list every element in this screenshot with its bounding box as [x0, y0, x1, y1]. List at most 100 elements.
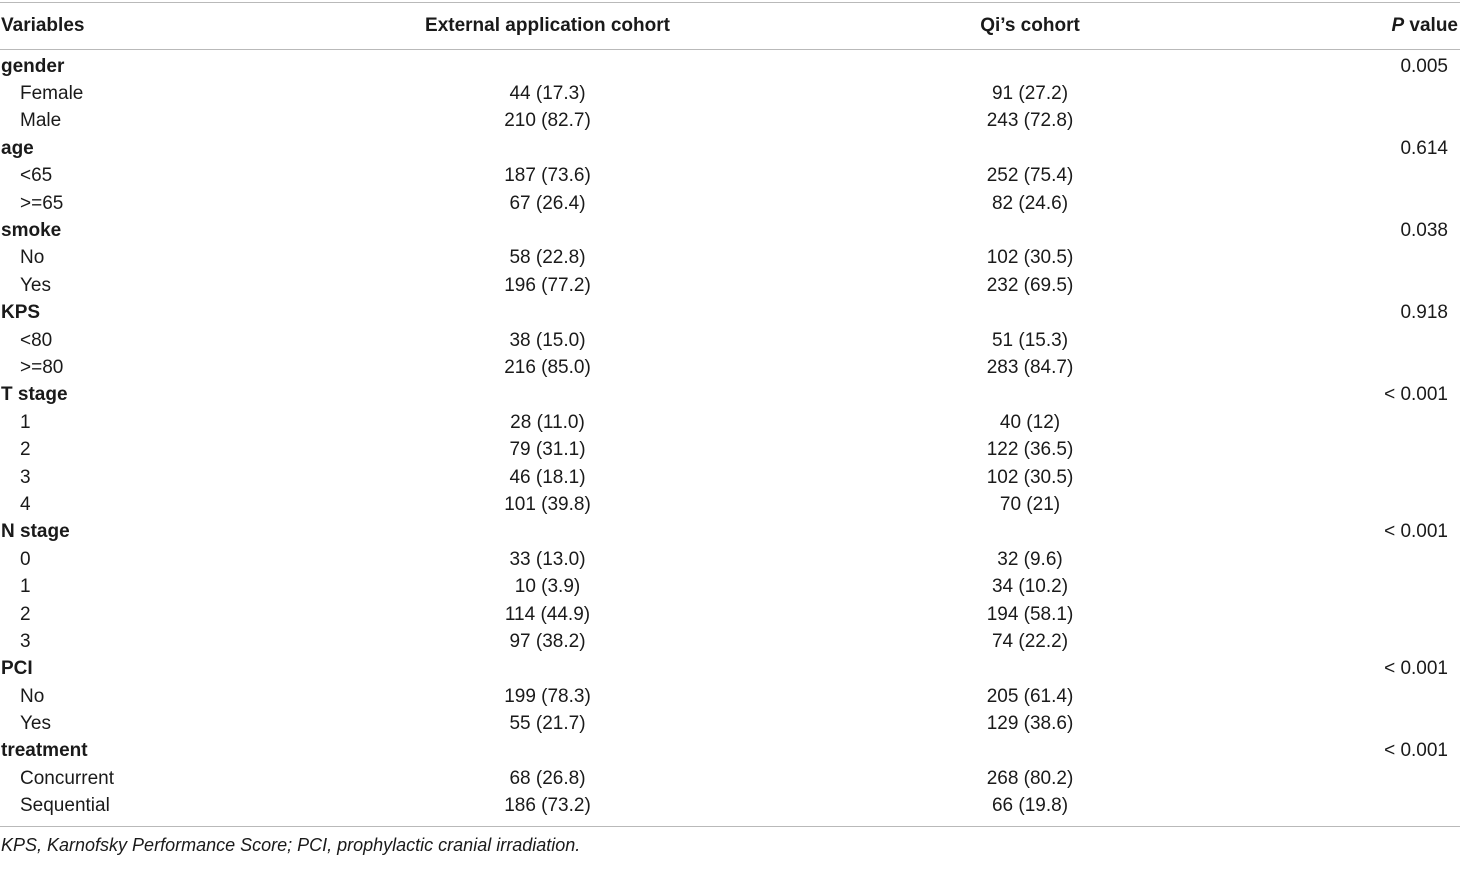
variable-level-label: Sequential	[20, 795, 110, 817]
table-header: Variables External application cohort Qi…	[0, 2, 1460, 50]
p-value	[1265, 683, 1460, 710]
p-value	[1265, 573, 1460, 600]
variable-group-label: smoke	[1, 220, 62, 242]
table-group-row: gender 0.005	[0, 50, 1460, 81]
external-cohort-value	[300, 135, 795, 162]
p-value	[1265, 163, 1460, 190]
external-cohort-value: 67 (26.4)	[509, 192, 586, 214]
variable-level-label: 3	[20, 466, 31, 488]
qi-cohort-value	[795, 300, 1265, 327]
qi-cohort-value: 268 (80.2)	[986, 767, 1074, 789]
p-value	[1265, 464, 1460, 491]
p-value	[1265, 80, 1460, 107]
qi-cohort-value	[795, 50, 1265, 81]
qi-cohort-value: 232 (69.5)	[986, 274, 1074, 296]
external-cohort-value: 28 (11.0)	[510, 411, 585, 433]
variable-group-label: N stage	[1, 521, 70, 543]
variable-level-label: Yes	[20, 274, 51, 296]
p-value	[1265, 765, 1460, 792]
p-value	[1265, 793, 1460, 827]
table-row: Female 44 (17.3) 91 (27.2)	[0, 80, 1460, 107]
table-row: Yes 55 (21.7) 129 (38.6)	[0, 710, 1460, 737]
p-value	[1265, 409, 1460, 436]
p-value	[1265, 436, 1460, 463]
header-p-suffix: value	[1404, 15, 1458, 36]
p-value	[1265, 354, 1460, 381]
qi-cohort-value: 102 (30.5)	[986, 247, 1074, 269]
qi-cohort-value: 34 (10.2)	[991, 576, 1069, 598]
external-cohort-value	[300, 50, 795, 81]
table-row: <65 187 (73.6) 252 (75.4)	[0, 163, 1460, 190]
qi-cohort-value: 51 (15.3)	[991, 329, 1069, 351]
variable-level-label: 1	[20, 576, 31, 598]
table-row: Sequential 186 (73.2) 66 (19.8)	[0, 793, 1460, 827]
p-value: < 0.001	[1384, 658, 1448, 680]
table-row: 1 10 (3.9) 34 (10.2)	[0, 573, 1460, 600]
table-group-row: age 0.614	[0, 135, 1460, 162]
qi-cohort-value: 74 (22.2)	[991, 630, 1069, 652]
qi-cohort-value: 82 (24.6)	[991, 192, 1069, 214]
comparison-table: Variables External application cohort Qi…	[0, 2, 1460, 827]
variable-level-label: 4	[20, 493, 31, 515]
external-cohort-value	[300, 300, 795, 327]
header-row: Variables External application cohort Qi…	[0, 2, 1460, 50]
table-row: Male 210 (82.7) 243 (72.8)	[0, 108, 1460, 135]
header-p-symbol: P	[1391, 15, 1405, 36]
table-row: 2 114 (44.9) 194 (58.1)	[0, 601, 1460, 628]
external-cohort-value: 44 (17.3)	[509, 83, 586, 105]
p-value	[1265, 491, 1460, 518]
variable-level-label: <80	[20, 329, 53, 351]
p-value	[1265, 245, 1460, 272]
p-value: < 0.001	[1384, 740, 1448, 762]
external-cohort-value	[300, 217, 795, 244]
qi-cohort-value: 283 (84.7)	[986, 356, 1074, 378]
external-cohort-value: 199 (78.3)	[504, 685, 591, 707]
p-value	[1265, 601, 1460, 628]
p-value	[1265, 190, 1460, 217]
table-row: <80 38 (15.0) 51 (15.3)	[0, 327, 1460, 354]
qi-cohort-value: 32 (9.6)	[997, 548, 1063, 570]
qi-cohort-value: 194 (58.1)	[986, 603, 1074, 625]
table-row: 1 28 (11.0) 40 (12)	[0, 409, 1460, 436]
qi-cohort-value: 70 (21)	[999, 493, 1061, 515]
table-row: Yes 196 (77.2) 232 (69.5)	[0, 272, 1460, 299]
variable-level-label: 2	[20, 439, 31, 461]
external-cohort-value	[300, 656, 795, 683]
variable-group-label: PCI	[1, 658, 33, 680]
p-value: 0.614	[1400, 137, 1448, 159]
variable-level-label: Concurrent	[20, 767, 114, 789]
table-row: 3 97 (38.2) 74 (22.2)	[0, 628, 1460, 655]
table-group-row: T stage < 0.001	[0, 382, 1460, 409]
variable-level-label: 0	[20, 548, 31, 570]
header-p-value: P value	[1265, 3, 1460, 50]
variable-group-label: T stage	[1, 384, 68, 406]
p-value	[1265, 546, 1460, 573]
table-group-row: treatment < 0.001	[0, 738, 1460, 765]
external-cohort-value: 33 (13.0)	[509, 548, 586, 570]
header-qi-cohort: Qi’s cohort	[980, 15, 1080, 36]
p-value: < 0.001	[1384, 521, 1448, 543]
variable-group-label: treatment	[1, 740, 88, 762]
p-value	[1265, 628, 1460, 655]
external-cohort-value: 216 (85.0)	[504, 356, 591, 378]
p-value	[1265, 272, 1460, 299]
table-row: No 58 (22.8) 102 (30.5)	[0, 245, 1460, 272]
variable-level-label: No	[20, 247, 45, 269]
external-cohort-value	[300, 738, 795, 765]
external-cohort-value: 38 (15.0)	[509, 329, 586, 351]
table-footnote: KPS, Karnofsky Performance Score; PCI, p…	[1, 834, 581, 855]
table-row: No 199 (78.3) 205 (61.4)	[0, 683, 1460, 710]
external-cohort-value: 210 (82.7)	[504, 110, 591, 132]
variable-level-label: >=65	[20, 192, 64, 214]
qi-cohort-value	[795, 382, 1265, 409]
qi-cohort-value: 40 (12)	[999, 411, 1061, 433]
table-row: 0 33 (13.0) 32 (9.6)	[0, 546, 1460, 573]
qi-cohort-value: 129 (38.6)	[986, 713, 1074, 735]
variable-group-label: gender	[1, 55, 65, 77]
table-group-row: KPS 0.918	[0, 300, 1460, 327]
p-value	[1265, 327, 1460, 354]
p-value	[1265, 108, 1460, 135]
external-cohort-value: 55 (21.7)	[509, 713, 586, 735]
p-value: 0.005	[1400, 55, 1448, 77]
